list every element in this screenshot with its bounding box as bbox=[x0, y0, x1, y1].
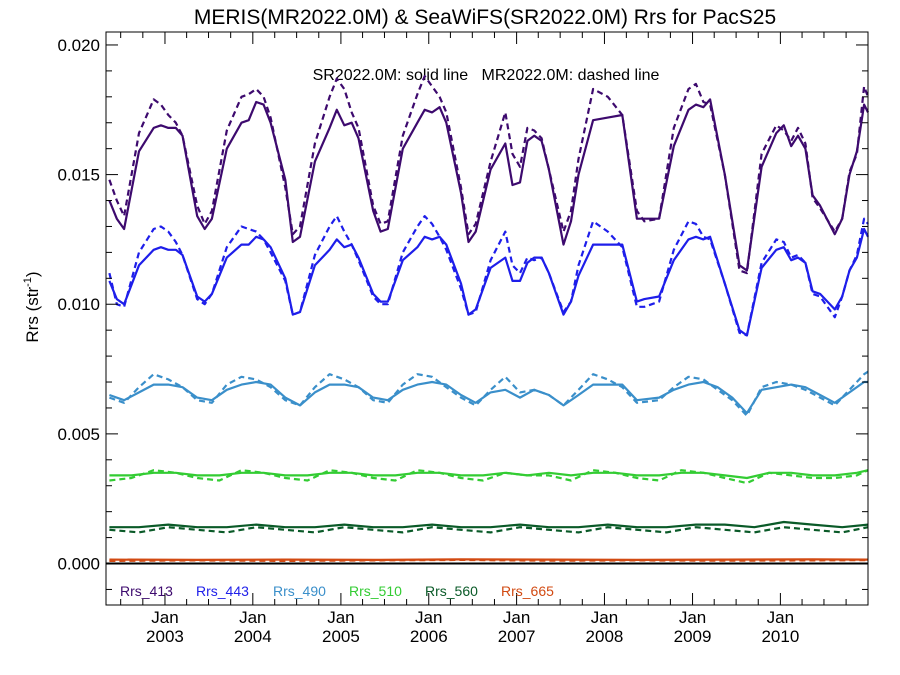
chart-title: MERIS(MR2022.0M) & SeaWiFS(SR2022.0M) Rr… bbox=[194, 6, 776, 29]
y-axis-label: Rrs (str-1) bbox=[22, 271, 42, 342]
rrs-490-solid-line bbox=[109, 380, 868, 415]
legend-entry-rrs-443: Rrs_443 bbox=[196, 583, 249, 599]
y-axis-label-exponent: -1 bbox=[22, 277, 34, 287]
line-style-annotation: SR2022.0M: solid line MR2022.0M: dashed … bbox=[313, 67, 660, 84]
x-tick-year-label: 2003 bbox=[146, 627, 184, 646]
x-tick-year-label: 2010 bbox=[761, 627, 799, 646]
rrs-560-dashed-line bbox=[109, 526, 869, 534]
legend-entry-rrs-413: Rrs_413 bbox=[120, 583, 173, 599]
plot-area: 0.0000.0050.0100.0150.020Jan2003Jan2004J… bbox=[57, 31, 870, 646]
series-rrs-413 bbox=[108, 74, 870, 275]
y-axis-label-close: ) bbox=[23, 271, 42, 277]
rrs-413-solid-line bbox=[108, 98, 869, 272]
rrs-413-dashed-line bbox=[108, 74, 870, 275]
x-tick-year-label: 2008 bbox=[586, 627, 624, 646]
x-tick-year-label: 2004 bbox=[234, 627, 272, 646]
x-tick-month-label: Jan bbox=[767, 608, 794, 627]
x-tick-month-label: Jan bbox=[415, 608, 442, 627]
x-tick-year-label: 2006 bbox=[410, 627, 448, 646]
rrs-510-solid-line bbox=[109, 469, 869, 480]
y-tick-label: 0.010 bbox=[57, 295, 100, 314]
x-tick-year-label: 2005 bbox=[322, 627, 360, 646]
x-tick-month-label: Jan bbox=[591, 608, 618, 627]
y-tick-label: 0.000 bbox=[57, 555, 100, 574]
rrs-443-solid-line bbox=[108, 227, 869, 337]
series-rrs-510 bbox=[109, 469, 869, 485]
series-rrs-560 bbox=[109, 520, 869, 534]
x-tick-month-label: Jan bbox=[503, 608, 530, 627]
legend-entry-rrs-490: Rrs_490 bbox=[273, 583, 326, 599]
legend-entry-rrs-560: Rrs_560 bbox=[425, 583, 478, 599]
series-rrs-490 bbox=[109, 370, 869, 417]
y-axis-label-main: Rrs (str bbox=[23, 287, 42, 343]
legend-entry-rrs-510: Rrs_510 bbox=[349, 583, 402, 599]
legend: Rrs_413 Rrs_443 Rrs_490 Rrs_510 Rrs_560 Rrs_6… bbox=[120, 583, 554, 599]
rrs-560-solid-line bbox=[109, 520, 869, 529]
x-tick-month-label: Jan bbox=[679, 608, 706, 627]
x-tick-month-label: Jan bbox=[239, 608, 266, 627]
legend-entry-rrs-665: Rrs_665 bbox=[501, 583, 554, 599]
y-tick-label: 0.015 bbox=[57, 166, 100, 185]
x-tick-year-label: 2009 bbox=[674, 627, 712, 646]
rrs-665-dashed-line bbox=[109, 558, 869, 563]
rrs-510-dashed-line bbox=[109, 469, 869, 485]
x-tick-year-label: 2007 bbox=[498, 627, 536, 646]
y-tick-label: 0.020 bbox=[57, 36, 100, 55]
plot-frame bbox=[105, 31, 869, 606]
series-rrs-665 bbox=[109, 558, 869, 563]
x-tick-month-label: Jan bbox=[151, 608, 178, 627]
y-tick-label: 0.005 bbox=[57, 425, 100, 444]
series-rrs-443 bbox=[108, 215, 869, 337]
rrs-443-dashed-line bbox=[108, 215, 869, 337]
x-tick-month-label: Jan bbox=[327, 608, 354, 627]
